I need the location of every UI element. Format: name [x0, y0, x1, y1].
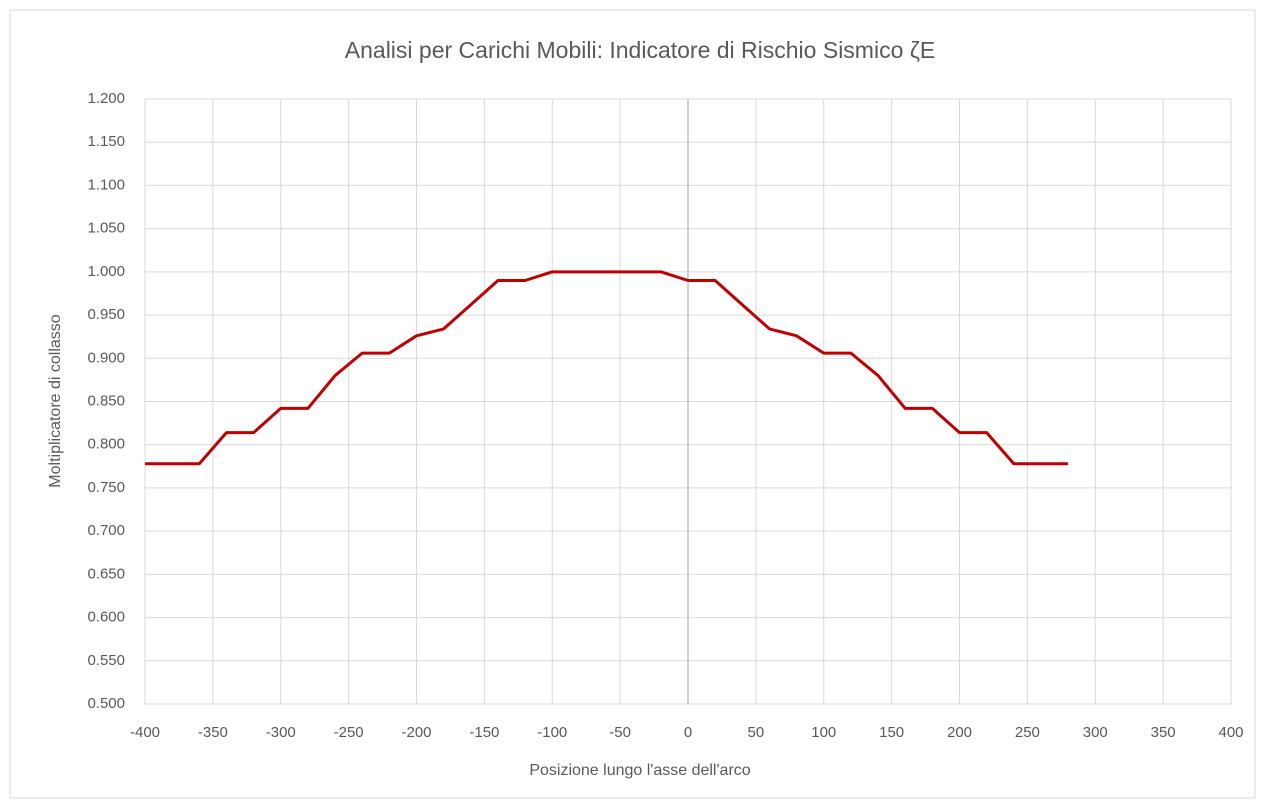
chart-border [9, 9, 1256, 799]
y-tick-label: 0.600 [87, 609, 125, 626]
y-tick-label: 0.900 [87, 349, 125, 366]
chart-title: Analisi per Carichi Mobili: Indicatore d… [345, 37, 935, 63]
x-tick-label: -100 [537, 724, 567, 741]
x-tick-label: -200 [401, 724, 431, 741]
x-tick-label: -300 [266, 724, 296, 741]
x-tick-label: 200 [947, 724, 972, 741]
y-tick-label: 1.200 [87, 90, 125, 107]
x-tick-label: 50 [748, 724, 765, 741]
y-axis-label: Moltiplicatore di collasso [47, 314, 64, 488]
x-tick-label: 150 [879, 724, 904, 741]
y-tick-label: 0.950 [87, 306, 125, 323]
x-tick-label: 300 [1083, 724, 1108, 741]
y-tick-label: 0.550 [87, 652, 125, 669]
y-tick-label: 0.500 [87, 695, 125, 712]
y-tick-label: 0.650 [87, 565, 125, 582]
x-tick-label: 350 [1151, 724, 1176, 741]
x-tick-label: -150 [469, 724, 499, 741]
x-tick-label: -350 [198, 724, 228, 741]
x-tick-label: -50 [609, 724, 631, 741]
y-tick-label: 0.750 [87, 479, 125, 496]
y-tick-label: 0.850 [87, 392, 125, 409]
y-tick-label: 0.800 [87, 436, 125, 453]
y-tick-label: 1.100 [87, 176, 125, 193]
x-axis-label: Posizione lungo l'asse dell'arco [529, 762, 750, 779]
x-tick-label: -400 [130, 724, 160, 741]
x-tick-label: 250 [1015, 724, 1040, 741]
x-tick-label: 0 [684, 724, 692, 741]
x-tick-label: 100 [811, 724, 836, 741]
data-line [145, 270, 1069, 466]
y-tick-label: 1.050 [87, 220, 125, 237]
y-tick-label: 0.700 [87, 522, 125, 539]
y-tick-label: 1.000 [87, 263, 125, 280]
y-tick-label: 1.150 [87, 133, 125, 150]
x-tick-label: 400 [1218, 724, 1243, 741]
x-tick-label: -250 [334, 724, 364, 741]
